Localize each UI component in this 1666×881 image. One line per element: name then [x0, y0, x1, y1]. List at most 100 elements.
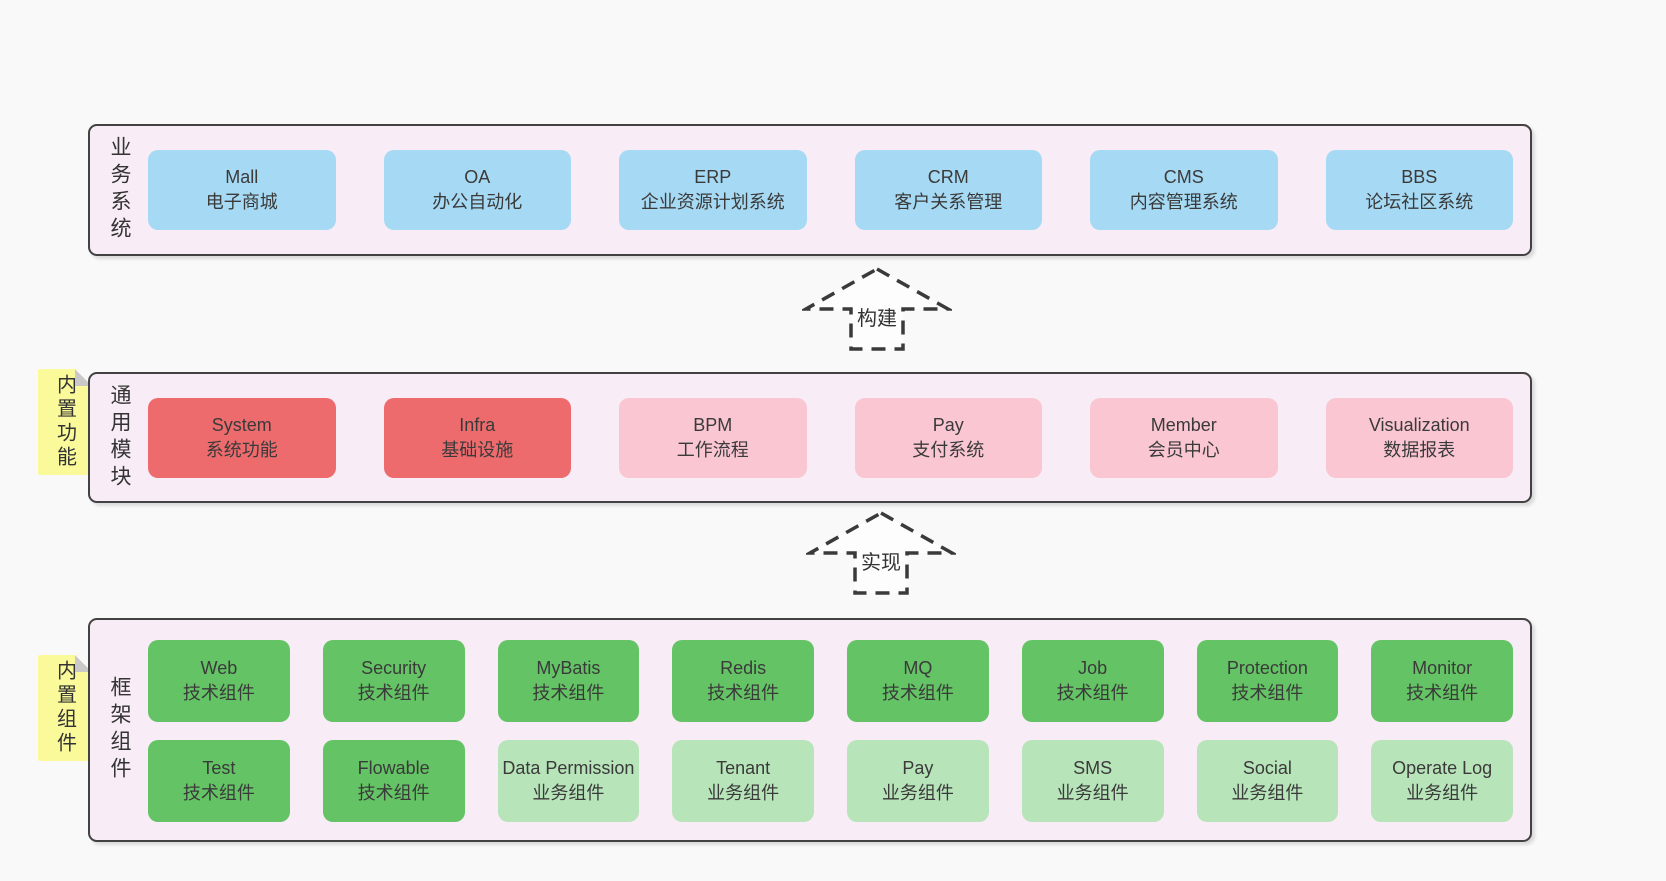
- sticky-note-text: 内置组件: [53, 660, 76, 756]
- component-box-operate-log: Operate Log 业务组件: [1371, 740, 1513, 822]
- box-zh: 技术组件: [1406, 683, 1479, 703]
- box-en: Web: [200, 658, 238, 678]
- box-zh: 业务组件: [1231, 783, 1304, 803]
- sticky-note-builtin-components: 内置组件: [38, 655, 92, 761]
- box-en: System: [211, 414, 272, 435]
- build-arrow: 构建: [802, 266, 952, 352]
- component-box-flowable: Flowable 技术组件: [322, 740, 465, 822]
- box-en: Data Permission: [502, 758, 635, 778]
- box-zh: 数据报表: [1383, 439, 1456, 460]
- box-en: Social: [1242, 758, 1292, 778]
- component-box-redis: Redis 技术组件: [672, 640, 814, 722]
- component-rows: Web 技术组件 Security 技术组件 MyBatis 技术组件 Redi…: [148, 640, 1513, 822]
- panel-common-modules: 通用模块 System 系统功能 Infra 基础设施 BPM 工作流程 Pay…: [88, 372, 1532, 503]
- component-box-mybatis: MyBatis 技术组件: [497, 640, 640, 722]
- box-en: Operate Log: [1392, 758, 1493, 778]
- box-en: Test: [202, 758, 236, 778]
- box-zh: 技术组件: [182, 683, 255, 703]
- component-box-job: Job 技术组件: [1021, 640, 1164, 722]
- box-zh: 技术组件: [357, 683, 430, 703]
- module-box-infra: Infra 基础设施: [383, 397, 571, 478]
- component-box-tenant: Tenant 业务组件: [672, 740, 814, 822]
- box-zh: 业务组件: [881, 783, 954, 803]
- module-box-system: System 系统功能: [148, 397, 336, 478]
- box-zh: 基础设施: [441, 439, 514, 460]
- component-row-2: Test 技术组件 Flowable 技术组件 Data Permission …: [148, 740, 1513, 822]
- box-en: Pay: [932, 414, 964, 435]
- component-row-1: Web 技术组件 Security 技术组件 MyBatis 技术组件 Redi…: [148, 640, 1513, 722]
- box-zh: 技术组件: [707, 683, 780, 703]
- business-box-crm: CRM 客户关系管理: [854, 150, 1042, 230]
- box-en: MyBatis: [536, 658, 601, 678]
- component-box-sms: SMS 业务组件: [1021, 740, 1164, 822]
- module-box-visualization: Visualization 数据报表: [1325, 397, 1513, 478]
- box-en: Visualization: [1368, 414, 1470, 435]
- box-zh: 业务组件: [1056, 783, 1129, 803]
- panel-business-systems: 业务系统 Mall 电子商城 OA 办公自动化 ERP 企业资源计划系统 CRM…: [88, 124, 1532, 256]
- business-box-cms: CMS 内容管理系统: [1090, 150, 1278, 230]
- component-box-data-permission: Data Permission 业务组件: [497, 740, 640, 822]
- component-box-web: Web 技术组件: [148, 640, 290, 722]
- panel-business-label: 业务系统: [108, 136, 131, 244]
- component-box-security: Security 技术组件: [322, 640, 465, 722]
- box-zh: 业务组件: [707, 783, 780, 803]
- box-zh: 支付系统: [912, 439, 985, 460]
- box-zh: 技术组件: [1231, 683, 1304, 703]
- box-zh: 论坛社区系统: [1365, 192, 1474, 212]
- implement-arrow-label: 实现: [858, 546, 904, 575]
- box-en: Monitor: [1412, 658, 1473, 678]
- business-box-row: Mall 电子商城 OA 办公自动化 ERP 企业资源计划系统 CRM 客户关系…: [148, 126, 1513, 254]
- business-box-erp: ERP 企业资源计划系统: [619, 150, 807, 230]
- box-en: ERP: [694, 167, 732, 187]
- box-zh: 技术组件: [881, 683, 954, 703]
- box-zh: 办公自动化: [432, 192, 523, 212]
- box-zh: 技术组件: [182, 783, 255, 803]
- box-zh: 系统功能: [205, 439, 278, 460]
- build-arrow-label: 构建: [854, 302, 900, 331]
- box-en: MQ: [903, 658, 933, 678]
- panel-modules-label: 通用模块: [108, 383, 131, 492]
- module-box-pay: Pay 支付系统: [854, 397, 1042, 478]
- box-zh: 电子商城: [205, 192, 278, 212]
- component-box-monitor: Monitor 技术组件: [1371, 640, 1513, 722]
- box-zh: 技术组件: [1056, 683, 1129, 703]
- panel-components-label: 框架组件: [108, 676, 131, 784]
- box-zh: 技术组件: [532, 683, 605, 703]
- business-box-mall: Mall 电子商城: [148, 150, 336, 230]
- box-en: BBS: [1401, 167, 1438, 187]
- box-en: OA: [464, 167, 491, 187]
- component-box-social: Social 业务组件: [1196, 740, 1339, 822]
- box-zh: 业务组件: [1406, 783, 1479, 803]
- panel-framework-components: 框架组件 Web 技术组件 Security 技术组件 MyBatis 技术组件…: [88, 618, 1532, 842]
- implement-arrow: 实现: [806, 510, 956, 596]
- box-en: Pay: [902, 758, 934, 778]
- box-zh: 技术组件: [357, 783, 430, 803]
- sticky-note-text: 内置功能: [53, 374, 76, 470]
- business-box-oa: OA 办公自动化: [383, 150, 571, 230]
- component-box-test: Test 技术组件: [148, 740, 290, 822]
- box-en: Tenant: [716, 758, 771, 778]
- box-zh: 企业资源计划系统: [640, 192, 785, 212]
- box-zh: 内容管理系统: [1129, 192, 1238, 212]
- module-box-bpm: BPM 工作流程: [619, 397, 807, 478]
- box-en: CMS: [1163, 167, 1204, 187]
- component-box-mq: MQ 技术组件: [847, 640, 989, 722]
- sticky-note-builtin-features: 内置功能: [38, 369, 92, 475]
- box-en: Protection: [1226, 658, 1308, 678]
- box-en: Flowable: [357, 758, 430, 778]
- box-en: Mall: [225, 167, 259, 187]
- box-zh: 工作流程: [676, 439, 749, 460]
- box-en: Job: [1078, 658, 1108, 678]
- business-box-bbs: BBS 论坛社区系统: [1325, 150, 1513, 230]
- box-en: CRM: [927, 167, 969, 187]
- box-zh: 业务组件: [532, 783, 605, 803]
- component-box-protection: Protection 技术组件: [1196, 640, 1339, 722]
- box-en: Redis: [720, 658, 767, 678]
- box-zh: 会员中心: [1147, 439, 1220, 460]
- box-en: Security: [361, 658, 427, 678]
- module-box-member: Member 会员中心: [1090, 397, 1278, 478]
- module-box-row: System 系统功能 Infra 基础设施 BPM 工作流程 Pay 支付系统…: [148, 374, 1513, 501]
- box-en: Infra: [459, 414, 496, 435]
- component-box-pay: Pay 业务组件: [847, 740, 989, 822]
